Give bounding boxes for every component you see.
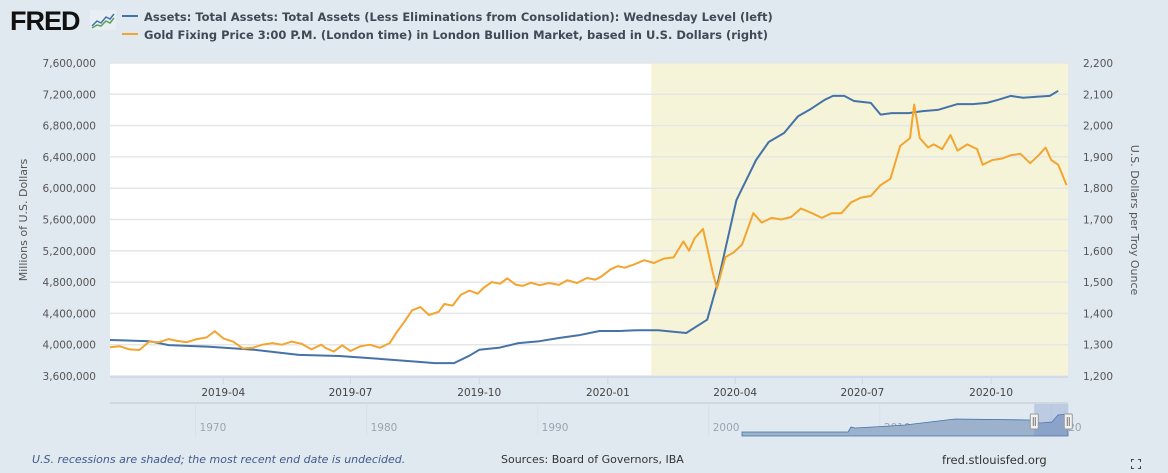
left-tick-label: 4,000,000 xyxy=(43,340,96,352)
navigator-tick-label: 1980 xyxy=(371,422,398,434)
series-line-assets[interactable] xyxy=(109,89,1059,365)
logo-text: FRED xyxy=(10,6,80,36)
recession-note: U.S. recessions are shaded; the most rec… xyxy=(32,453,406,466)
left-tick-label: 6,400,000 xyxy=(43,152,96,164)
legend-label: Gold Fixing Price 3:00 P.M. (London time… xyxy=(144,28,768,42)
left-tick-label: 4,400,000 xyxy=(43,308,96,320)
legend-label: Assets: Total Assets: Total Assets (Less… xyxy=(144,10,773,24)
x-tick-label: 2019-10 xyxy=(457,387,501,399)
left-axis-ticks: 3,600,000 4,000,000 4,400,000 4,800,000 5,20… xyxy=(43,58,96,383)
sources-text: Sources: Board of Governors, IBA xyxy=(501,453,684,466)
left-tick-label: 6,800,000 xyxy=(43,121,96,133)
left-tick-label: 7,200,000 xyxy=(43,89,96,101)
right-axis-label: U.S. Dollars per Troy Ounce xyxy=(1128,145,1141,296)
legend-swatch-assets xyxy=(122,14,138,17)
left-tick-label: 3,600,000 xyxy=(43,371,96,383)
gridlines xyxy=(110,62,1068,377)
right-tick-label: 1,500 xyxy=(1083,277,1113,289)
x-tick-label: 2020-10 xyxy=(969,387,1013,399)
right-tick-label: 2,000 xyxy=(1083,121,1113,133)
navigator: 197019801990200020102020 xyxy=(110,402,1082,437)
fullscreen-icon[interactable] xyxy=(1131,459,1141,469)
chart[interactable]: 3,600,000 4,000,000 4,400,000 4,800,000 5,20… xyxy=(0,0,1168,445)
navigator-tick-label: 2000 xyxy=(713,422,740,434)
right-tick-label: 2,100 xyxy=(1083,89,1113,101)
right-tick-label: 1,400 xyxy=(1083,308,1113,320)
x-tick-label: 2020-04 xyxy=(713,387,757,399)
left-tick-label: 5,200,000 xyxy=(43,246,96,258)
navigator-selection[interactable] xyxy=(1034,404,1069,436)
fred-url-link[interactable]: fred.stlouisfed.org xyxy=(942,453,1047,467)
right-tick-label: 1,600 xyxy=(1083,246,1113,258)
right-tick-label: 1,200 xyxy=(1083,371,1113,383)
navigator-tick-label: 1970 xyxy=(200,422,227,434)
navigator-series-area xyxy=(741,413,1069,437)
right-tick-label: 1,700 xyxy=(1083,215,1113,227)
fred-logo[interactable]: FRED xyxy=(10,6,80,37)
left-tick-label: 5,600,000 xyxy=(43,215,96,227)
left-tick-label: 7,600,000 xyxy=(43,58,96,70)
series-lines xyxy=(109,89,1068,365)
series-line-gold[interactable] xyxy=(109,103,1068,353)
navigator-handle-right[interactable] xyxy=(1063,413,1073,430)
legend-swatch-gold xyxy=(122,32,138,35)
right-axis-ticks: 1,200 1,300 1,400 1,500 1,600 1,700 1,800 1,900… xyxy=(1083,58,1113,383)
navigator-tick-label: 1990 xyxy=(542,422,569,434)
x-tick-label: 2019-04 xyxy=(201,387,245,399)
right-tick-label: 1,900 xyxy=(1083,152,1113,164)
left-tick-label: 4,800,000 xyxy=(43,277,96,289)
right-tick-label: 2,200 xyxy=(1083,58,1113,70)
x-axis-ticks: 2019-04 2019-07 2019-10 2020-01 2020-04 2020-… xyxy=(110,376,1068,399)
right-tick-label: 1,800 xyxy=(1083,183,1113,195)
left-axis-label: Millions of U.S. Dollars xyxy=(17,158,30,281)
right-tick-label: 1,300 xyxy=(1083,340,1113,352)
fred-chart-icon xyxy=(90,10,116,30)
navigator-handle-left[interactable] xyxy=(1029,413,1039,430)
x-tick-label: 2020-01 xyxy=(586,387,630,399)
legend-item-gold[interactable]: Gold Fixing Price 3:00 P.M. (London time… xyxy=(122,28,768,42)
legend-item-assets[interactable]: Assets: Total Assets: Total Assets (Less… xyxy=(122,10,773,24)
left-tick-label: 6,000,000 xyxy=(43,183,96,195)
x-tick-label: 2020-07 xyxy=(840,387,884,399)
x-tick-label: 2019-07 xyxy=(329,387,373,399)
